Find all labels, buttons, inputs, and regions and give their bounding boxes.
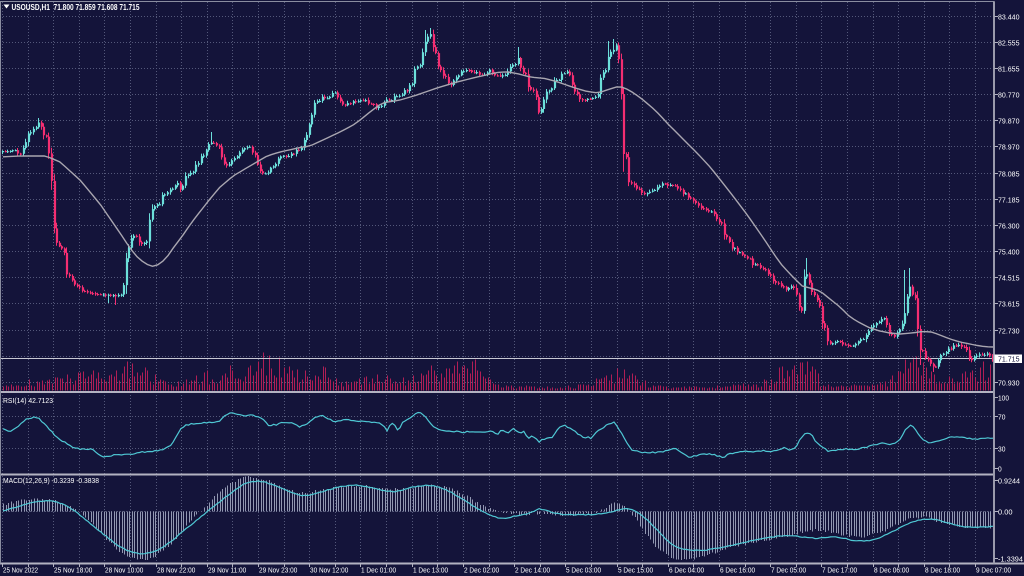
svg-text:79.870: 79.870 [998,117,1020,126]
svg-text:76.300: 76.300 [998,222,1020,231]
svg-text:30 Nov 12:00: 30 Nov 12:00 [310,566,348,575]
svg-text:73.615: 73.615 [998,300,1020,309]
svg-text:78.085: 78.085 [998,170,1020,179]
svg-text:2 Dec 14:00: 2 Dec 14:00 [515,566,550,575]
svg-text:9 Dec 07:00: 9 Dec 07:00 [976,566,1011,575]
svg-text:25 Nov 18:00: 25 Nov 18:00 [54,566,92,575]
svg-text:80.770: 80.770 [998,91,1020,100]
svg-text:6 Dec 16:00: 6 Dec 16:00 [720,566,755,575]
svg-text:78.970: 78.970 [998,143,1020,152]
svg-text:100: 100 [998,394,1009,403]
svg-text:74.515: 74.515 [998,274,1020,283]
svg-text:RSI(14) 42.7123: RSI(14) 42.7123 [3,396,53,405]
svg-text:29 Nov 11:00: 29 Nov 11:00 [208,566,246,575]
svg-text:5 Dec 15:00: 5 Dec 15:00 [618,566,653,575]
svg-text:1 Dec 13:00: 1 Dec 13:00 [413,566,448,575]
svg-text:82.555: 82.555 [998,39,1020,48]
svg-text:8 Dec 18:00: 8 Dec 18:00 [925,566,960,575]
svg-text:28 Nov 10:00: 28 Nov 10:00 [105,566,143,575]
svg-text:7 Dec 17:00: 7 Dec 17:00 [822,566,857,575]
svg-text:75.400: 75.400 [998,248,1020,257]
svg-text:0: 0 [998,465,1002,474]
svg-text:8 Dec 06:00: 8 Dec 06:00 [874,566,909,575]
svg-text:MACD(12,26,9) -0.3239 -0.3838: MACD(12,26,9) -0.3239 -0.3838 [3,476,99,485]
svg-text:2 Dec 02:00: 2 Dec 02:00 [464,566,499,575]
svg-text:7 Dec 05:00: 7 Dec 05:00 [771,566,806,575]
svg-text:28 Nov 22:00: 28 Nov 22:00 [157,566,195,575]
svg-text:25 Nov 2022: 25 Nov 2022 [3,566,38,575]
svg-text:77.185: 77.185 [998,196,1020,205]
svg-text:5 Dec 03:00: 5 Dec 03:00 [566,566,601,575]
svg-text:USOUSD,H1 71.800 71.859 71.60: USOUSD,H1 71.800 71.859 71.608 71.715 [12,3,140,12]
svg-text:0.00: 0.00 [998,508,1013,517]
svg-text:83.440: 83.440 [998,13,1020,22]
svg-text:-1.3394: -1.3394 [998,555,1023,564]
svg-text:70.930: 70.930 [998,379,1020,388]
svg-text:81.655: 81.655 [998,65,1020,74]
svg-text:30: 30 [998,445,1005,454]
svg-text:1 Dec 01:00: 1 Dec 01:00 [361,566,396,575]
svg-text:6 Dec 04:00: 6 Dec 04:00 [669,566,704,575]
svg-text:70: 70 [998,413,1005,422]
svg-text:0.9244: 0.9244 [998,477,1020,486]
svg-text:72.730: 72.730 [998,327,1020,336]
svg-text:29 Nov 23:00: 29 Nov 23:00 [259,566,297,575]
svg-text:71.715: 71.715 [998,354,1020,363]
